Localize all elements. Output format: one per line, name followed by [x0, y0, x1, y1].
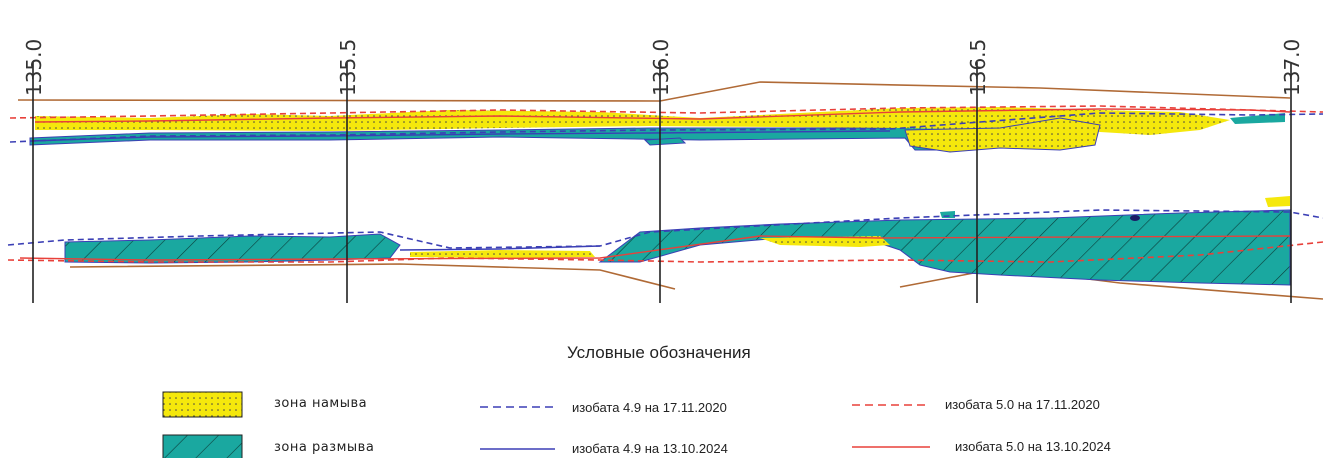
- upper-isobath-49-2020: [9, 112, 1323, 143]
- upper-isobath-50-2020: [9, 105, 1323, 119]
- legend-erosion-swatch: [162, 434, 243, 458]
- legend-label-iso50-2020: изобата 5.0 на 17.11.2020: [945, 397, 1100, 412]
- legend-label-iso49-2020: изобата 4.9 на 17.11.2020: [572, 400, 727, 415]
- lower-accretion-zones: [410, 236, 890, 258]
- lower-bank-line: [69, 263, 676, 290]
- km-label-136-0: 136.0: [649, 39, 673, 96]
- upper-isobath-50-2024: [34, 108, 1291, 123]
- upper-accretion-zones: [35, 107, 1290, 207]
- profile-lines: [32, 62, 1292, 303]
- km-labels: 135.0 135.5 136.0 136.5 137.0: [22, 39, 1304, 96]
- upper-isobath-49-2024: [29, 130, 891, 142]
- legend-label-erosion: зона размыва: [274, 440, 375, 455]
- legend-label-accretion: зона намыва: [274, 396, 368, 411]
- legend-accretion-swatch: [162, 391, 243, 418]
- km-label-137-0: 137.0: [1280, 39, 1304, 96]
- km-label-136-5: 136.5: [966, 39, 990, 96]
- legend-symbols: [162, 391, 930, 458]
- km-label-135-0: 135.0: [22, 39, 46, 96]
- legend-label-iso49-2024: изобата 4.9 на 13.10.2024: [572, 441, 728, 456]
- upper-bank-line: [17, 81, 1291, 102]
- lower-erosion-zones: [64, 209, 1291, 286]
- km-label-135-5: 135.5: [336, 39, 360, 96]
- legend-title: Условные обозначения: [567, 343, 751, 362]
- legend-label-iso50-2024: изобата 5.0 на 13.10.2024: [955, 439, 1111, 454]
- lower-isobath-50-2020: [7, 241, 1323, 263]
- lower-isobath-49-2024: [399, 245, 601, 251]
- lower-isobath-50-2024: [19, 235, 1291, 261]
